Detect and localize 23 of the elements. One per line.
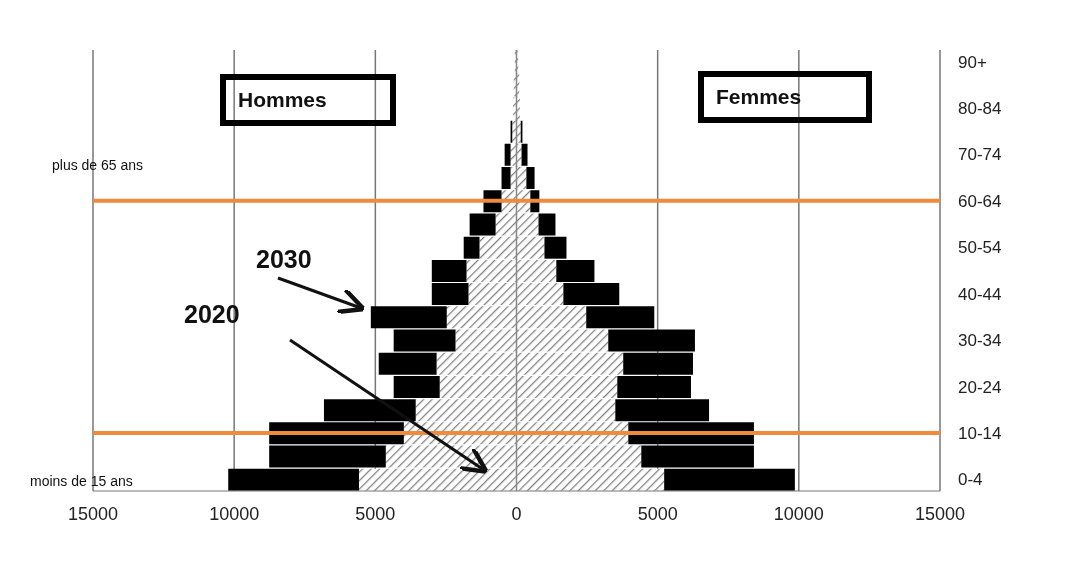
y-tick-label: 70-74 [958,145,1002,165]
y-tick-label: 0-4 [958,470,983,490]
annotation: Femmes [698,71,872,123]
x-tick-label: 10000 [209,503,260,524]
y-tick-label: 20-24 [958,377,1002,397]
y-tick-label: 30-34 [958,331,1002,351]
annotation: plus de 65 ans [52,157,144,174]
x-tick-label: 15000 [67,503,119,524]
y-tick-label: 40-44 [958,284,1002,304]
y-tick-label: 60-64 [958,191,1002,211]
x-tick-label: 15000 [914,503,966,524]
annotation: moins de 15 ans [30,473,133,490]
y-tick-label: 10-14 [958,424,1002,444]
y-tick-label: 80-84 [958,99,1002,119]
annotation: 2030 [256,245,312,274]
y-tick-label: 90+ [958,52,987,72]
x-tick-label: 0 [511,503,522,524]
annotation: 2020 [184,300,240,329]
x-tick-label: 10000 [773,503,824,524]
x-tick-label: 5000 [355,503,396,524]
y-tick-label: 50-54 [958,238,1002,258]
x-tick-label: 5000 [637,503,678,524]
annotation: Hommes [220,74,396,126]
